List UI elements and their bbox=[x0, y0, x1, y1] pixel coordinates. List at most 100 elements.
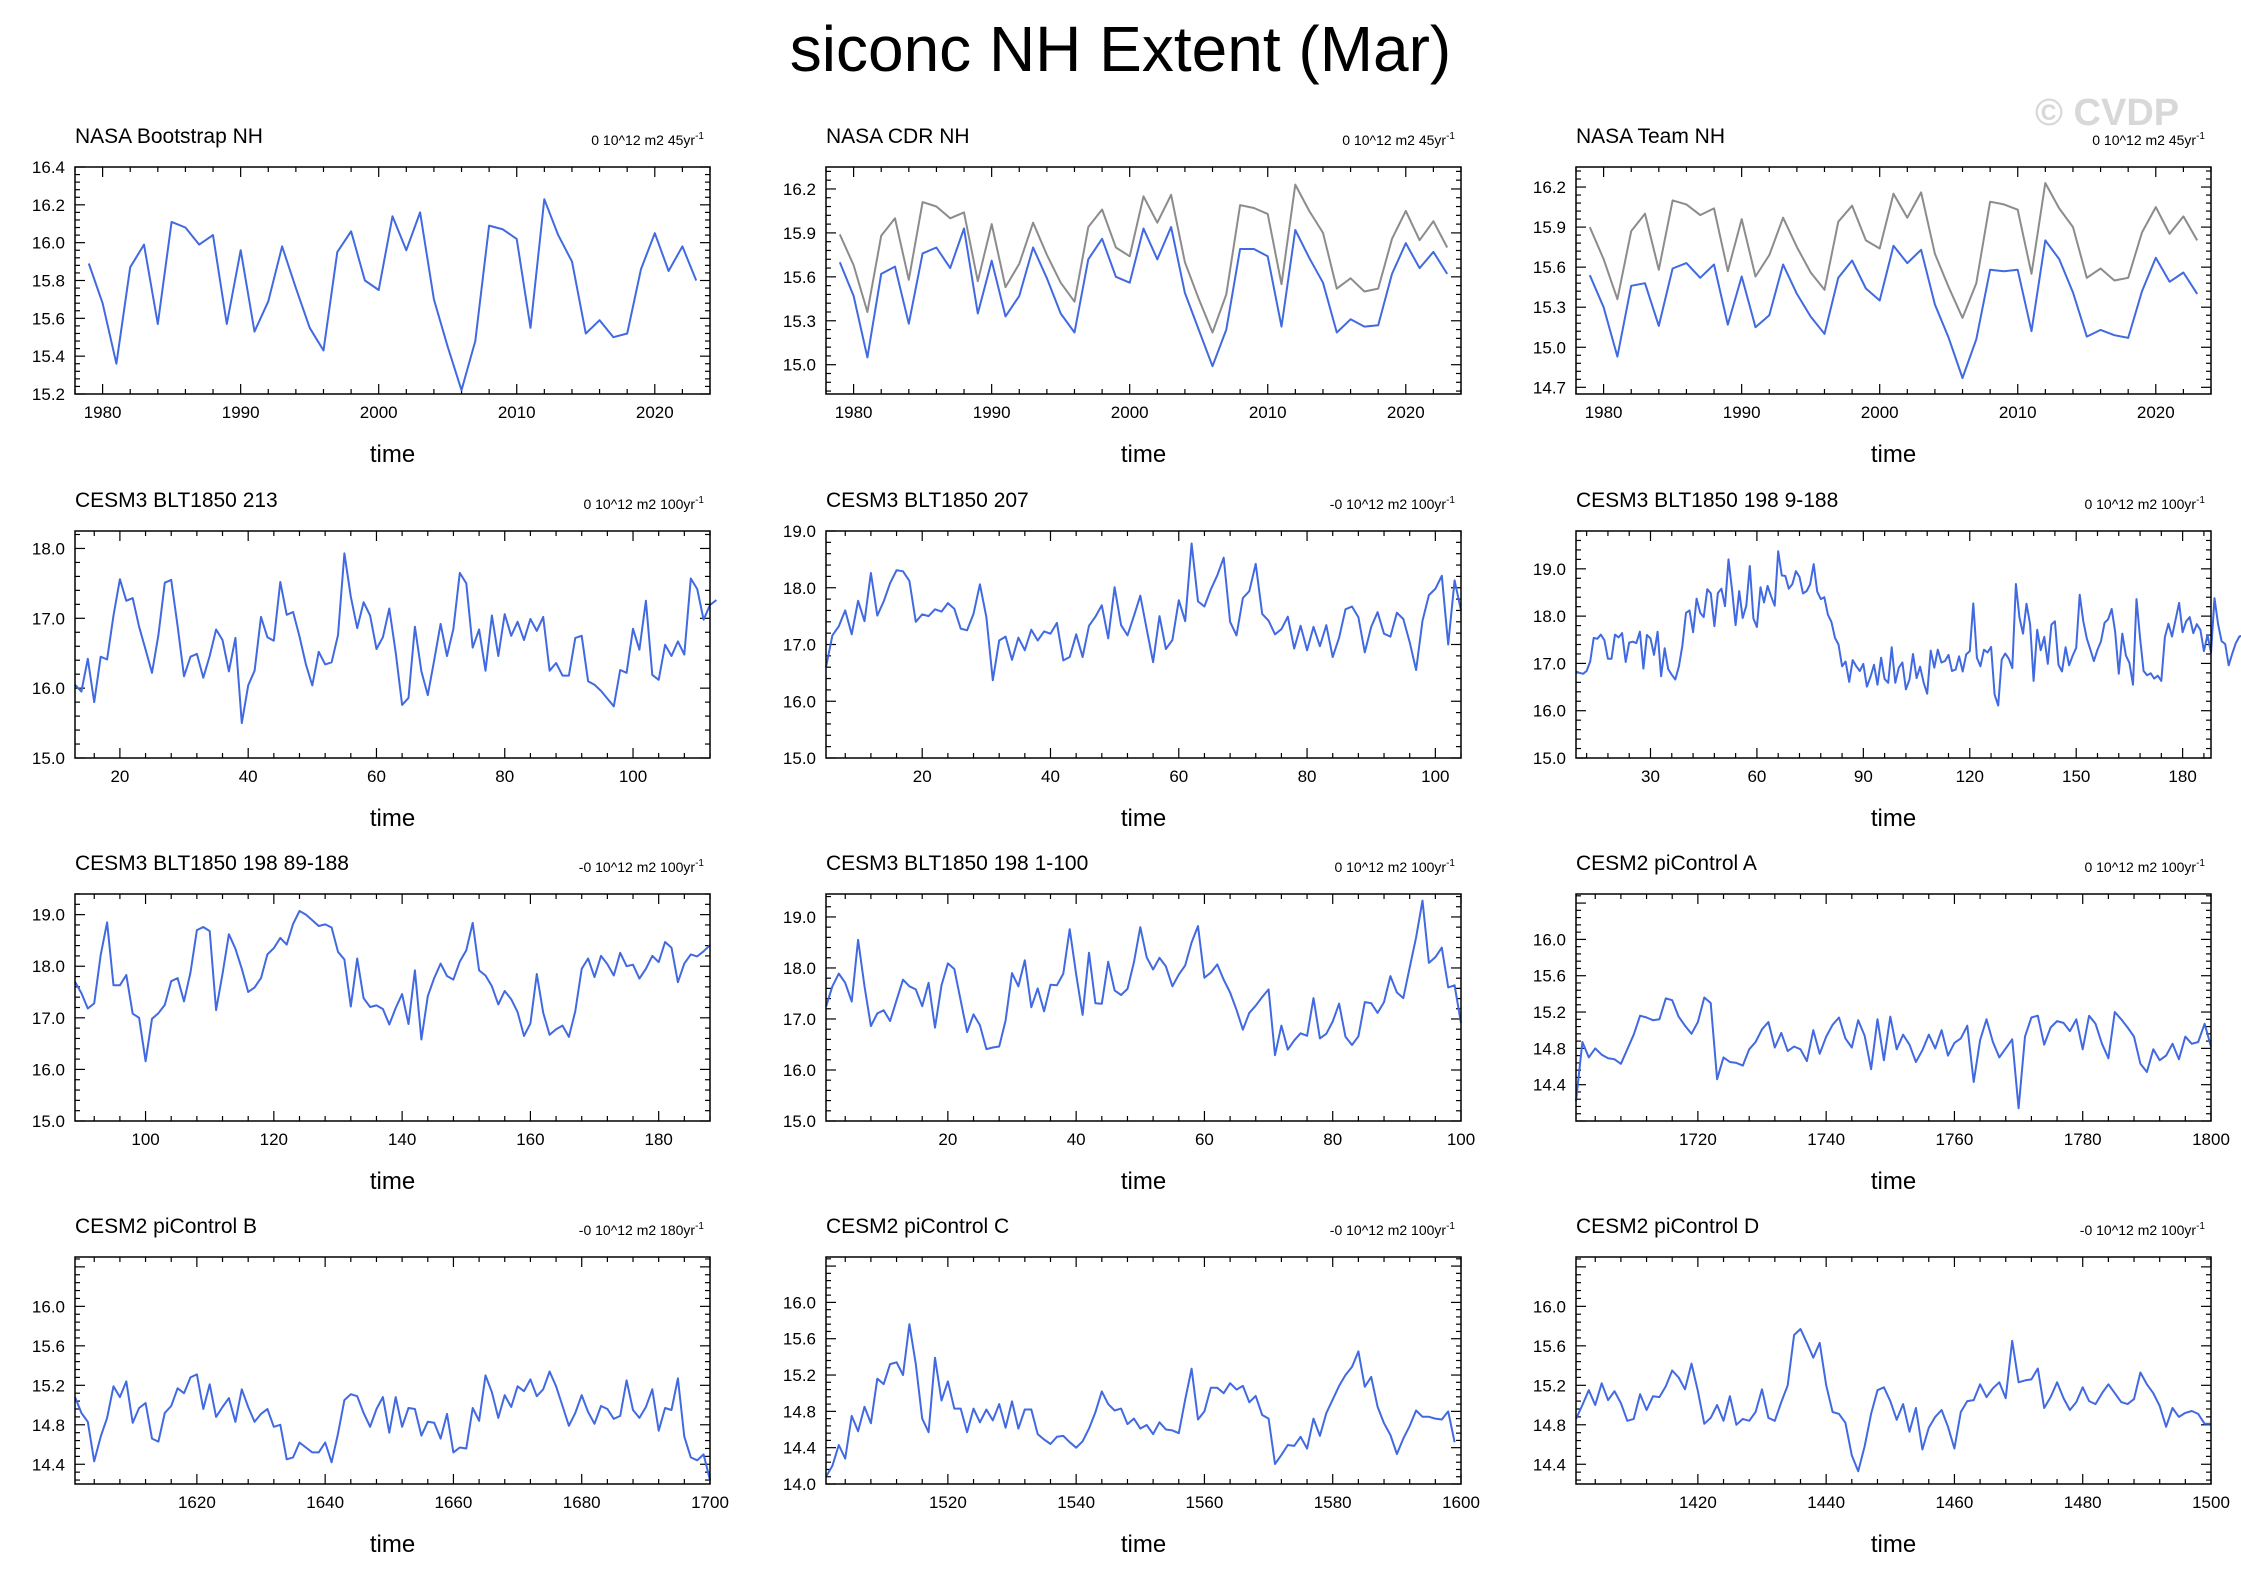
y-tick-label: 16.0 bbox=[1533, 1297, 1566, 1316]
y-tick-label: 16.0 bbox=[32, 1060, 65, 1079]
y-tick-label: 19.0 bbox=[783, 908, 816, 927]
chart-panel: CESM3 BLT1850 198 89-188 -0 10^12 m2 100y… bbox=[32, 852, 711, 1195]
x-axis-title: time bbox=[370, 441, 415, 468]
y-tick-label: 15.2 bbox=[32, 385, 65, 404]
x-tick-label: 40 bbox=[1041, 767, 1060, 786]
y-tick-label: 15.9 bbox=[1533, 218, 1566, 237]
y-tick-label: 18.0 bbox=[32, 957, 65, 976]
panel-trend-note-exponent: -1 bbox=[695, 495, 704, 506]
plot-frame bbox=[74, 530, 711, 759]
x-tick-label: 2020 bbox=[2137, 403, 2175, 422]
x-tick-label: 2000 bbox=[1111, 403, 1149, 422]
x-tick-label: 100 bbox=[1421, 767, 1449, 786]
y-tick-label: 15.0 bbox=[1533, 338, 1566, 357]
panel-trend-note: -0 10^12 m2 100yr-1 bbox=[579, 858, 705, 875]
x-tick-label: 40 bbox=[1067, 1130, 1086, 1149]
y-tick-label: 14.0 bbox=[783, 1475, 816, 1494]
plot-frame bbox=[825, 530, 1462, 759]
y-tick-label: 15.3 bbox=[1533, 298, 1566, 317]
y-tick-label: 14.4 bbox=[1533, 1455, 1566, 1474]
chart-panel: NASA CDR NH 0 10^12 m2 45yr-1 1980 1990 2000… bbox=[783, 125, 1462, 468]
x-tick-label: 1420 bbox=[1679, 1493, 1717, 1512]
y-tick-label: 16.2 bbox=[783, 180, 816, 199]
x-tick-label: 60 bbox=[1195, 1130, 1214, 1149]
x-axis-title: time bbox=[1121, 441, 1166, 468]
panel-trend-note-exponent: -1 bbox=[1446, 495, 1455, 506]
panel-title: CESM3 BLT1850 198 9-188 bbox=[1576, 489, 1838, 512]
x-axis-title: time bbox=[1121, 1168, 1166, 1195]
x-tick-label: 1990 bbox=[222, 403, 260, 422]
series-line bbox=[1588, 182, 2199, 319]
panel-trend-note-exponent: -1 bbox=[2196, 858, 2205, 869]
chart-panel: CESM2 piControl A 0 10^12 m2 100yr-1 1720 1… bbox=[1533, 852, 2230, 1195]
series-line bbox=[838, 226, 1449, 368]
panel-trend-note: 0 10^12 m2 100yr-1 bbox=[1334, 858, 1455, 875]
panel-trend-note: 0 10^12 m2 45yr-1 bbox=[1342, 131, 1455, 148]
panel-trend-note-exponent: -1 bbox=[695, 858, 704, 869]
y-tick-label: 15.0 bbox=[32, 1112, 65, 1131]
y-tick-label: 16.0 bbox=[32, 1297, 65, 1316]
x-tick-label: 90 bbox=[1854, 767, 1873, 786]
y-tick-label: 16.4 bbox=[32, 158, 65, 177]
panel-trend-note: 0 10^12 m2 100yr-1 bbox=[2084, 858, 2205, 875]
x-axis-title: time bbox=[1871, 1531, 1916, 1558]
x-axis-title: time bbox=[370, 805, 415, 832]
x-tick-label: 2010 bbox=[498, 403, 536, 422]
x-axis-title: time bbox=[1121, 805, 1166, 832]
x-tick-label: 1540 bbox=[1057, 1493, 1095, 1512]
x-tick-label: 20 bbox=[110, 767, 129, 786]
x-tick-label: 60 bbox=[1169, 767, 1188, 786]
series-line bbox=[825, 542, 1462, 682]
y-tick-label: 15.6 bbox=[783, 268, 816, 287]
x-tick-label: 1800 bbox=[2192, 1130, 2230, 1149]
x-tick-label: 1980 bbox=[84, 403, 122, 422]
panel-trend-note-exponent: -1 bbox=[2196, 131, 2205, 142]
series-line bbox=[825, 899, 1462, 1057]
y-tick-label: 14.7 bbox=[1533, 378, 1566, 397]
chart-panel: CESM2 piControl C -0 10^12 m2 100yr-1 1520… bbox=[783, 1215, 1480, 1558]
chart-panel: CESM2 piControl B -0 10^12 m2 180yr-1 1620… bbox=[32, 1215, 729, 1558]
y-tick-label: 16.0 bbox=[32, 679, 65, 698]
y-tick-label: 17.0 bbox=[32, 1009, 65, 1028]
x-tick-label: 1520 bbox=[929, 1493, 967, 1512]
series-line bbox=[825, 1323, 1456, 1478]
y-tick-label: 19.0 bbox=[1533, 560, 1566, 579]
series-line bbox=[838, 183, 1449, 334]
panel-title: NASA Team NH bbox=[1576, 125, 1725, 148]
y-tick-label: 16.0 bbox=[783, 692, 816, 711]
plot-frame bbox=[825, 1256, 1462, 1485]
chart-panel: CESM2 piControl D -0 10^12 m2 100yr-1 1420… bbox=[1533, 1215, 2230, 1558]
x-tick-label: 80 bbox=[1323, 1130, 1342, 1149]
panel-title: CESM2 piControl D bbox=[1576, 1215, 1759, 1238]
plot-frame bbox=[1575, 893, 2212, 1122]
chart-panel: CESM3 BLT1850 198 1-100 0 10^12 m2 100yr-… bbox=[783, 852, 1475, 1195]
x-tick-label: 2020 bbox=[636, 403, 674, 422]
chart-panel: CESM3 BLT1850 207 -0 10^12 m2 100yr-1 20 40… bbox=[783, 489, 1462, 832]
x-tick-label: 180 bbox=[644, 1130, 672, 1149]
y-tick-label: 15.8 bbox=[32, 272, 65, 291]
y-tick-label: 16.0 bbox=[1533, 930, 1566, 949]
x-tick-label: 1600 bbox=[1442, 1493, 1480, 1512]
panel-trend-note: 0 10^12 m2 100yr-1 bbox=[583, 495, 704, 512]
plot-frame bbox=[1575, 1256, 2212, 1485]
panel-title: CESM3 BLT1850 213 bbox=[75, 489, 278, 512]
plot-frame bbox=[825, 893, 1462, 1122]
y-tick-label: 14.8 bbox=[1533, 1039, 1566, 1058]
x-tick-label: 1720 bbox=[1679, 1130, 1717, 1149]
y-tick-label: 15.0 bbox=[32, 749, 65, 768]
x-tick-label: 1500 bbox=[2192, 1493, 2230, 1512]
panel-trend-note-exponent: -1 bbox=[1446, 131, 1455, 142]
y-tick-label: 15.2 bbox=[783, 1366, 816, 1385]
panel-trend-note: 0 10^12 m2 100yr-1 bbox=[2084, 495, 2205, 512]
y-tick-label: 15.6 bbox=[783, 1330, 816, 1349]
y-tick-label: 14.4 bbox=[32, 1455, 65, 1474]
y-tick-label: 14.8 bbox=[1533, 1416, 1566, 1435]
x-tick-label: 2000 bbox=[360, 403, 398, 422]
panel-title: CESM2 piControl A bbox=[1576, 852, 1757, 875]
series-line bbox=[74, 910, 711, 1063]
x-tick-label: 1620 bbox=[178, 1493, 216, 1512]
x-tick-label: 1780 bbox=[2064, 1130, 2102, 1149]
series-line bbox=[1588, 239, 2199, 379]
y-tick-label: 15.6 bbox=[32, 309, 65, 328]
y-tick-label: 15.0 bbox=[783, 356, 816, 375]
